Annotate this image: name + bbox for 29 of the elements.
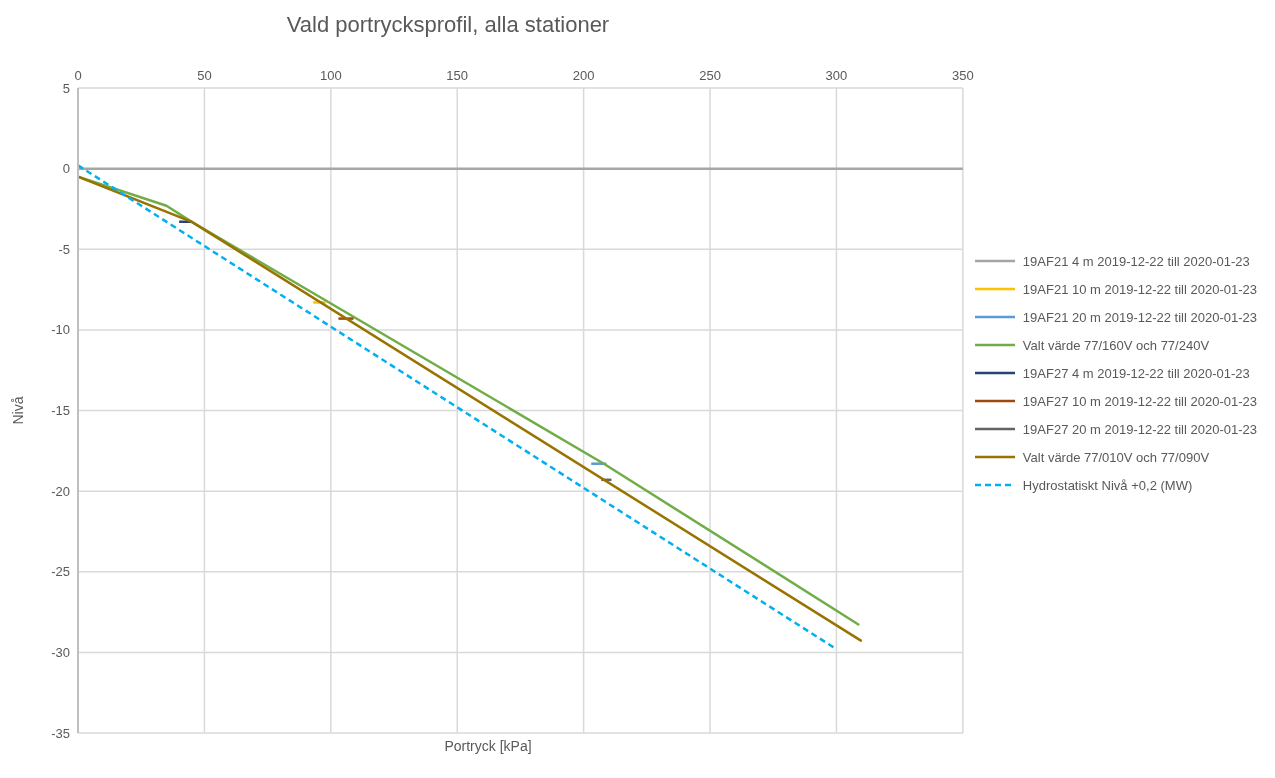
x-tick-label: 200 — [572, 68, 595, 83]
legend-label: Valt värde 77/010V och 77/090V — [1022, 449, 1210, 465]
y-tick-label: 5 — [62, 80, 70, 96]
y-tick-label: -15 — [51, 403, 70, 419]
y-tick-label: -10 — [51, 322, 70, 338]
legend-label: 19AF27 10 m 2019-12-22 till 2020-01-23 — [1022, 393, 1257, 409]
x-tick-label: 350 — [951, 68, 974, 83]
x-tick-label: 300 — [825, 68, 848, 83]
legend-label: 19AF21 20 m 2019-12-22 till 2020-01-23 — [1022, 309, 1257, 325]
x-axis-title: Portryck [kPa] — [443, 738, 533, 754]
y-tick-label: -30 — [51, 644, 70, 660]
legend-label: 19AF27 20 m 2019-12-22 till 2020-01-23 — [1022, 421, 1257, 437]
y-tick-label: -25 — [51, 564, 70, 580]
legend-label: 19AF27 4 m 2019-12-22 till 2020-01-23 — [1022, 365, 1250, 381]
x-tick-label: 250 — [699, 68, 721, 83]
legend-label: 19AF21 10 m 2019-12-22 till 2020-01-23 — [1022, 281, 1257, 297]
y-tick-label: -35 — [51, 725, 70, 741]
x-tick-label: 100 — [319, 68, 342, 83]
x-tick-label: 150 — [446, 68, 469, 83]
y-tick-label: 0 — [62, 161, 70, 177]
y-axis-title: Nivå — [9, 396, 26, 425]
y-tick-label: -5 — [58, 241, 70, 257]
legend-label: 19AF21 4 m 2019-12-22 till 2020-01-23 — [1022, 253, 1250, 269]
y-tick-label: -20 — [51, 483, 70, 499]
x-tick-label: 0 — [74, 68, 82, 83]
legend-label: Valt värde 77/160V och 77/240V — [1022, 337, 1210, 353]
legend-label: Hydrostatiskt Nivå +0,2 (MW) — [1022, 477, 1193, 493]
x-tick-label: 50 — [197, 68, 212, 83]
chart-title: Vald portrycksprofil, alla stationer — [285, 12, 611, 38]
